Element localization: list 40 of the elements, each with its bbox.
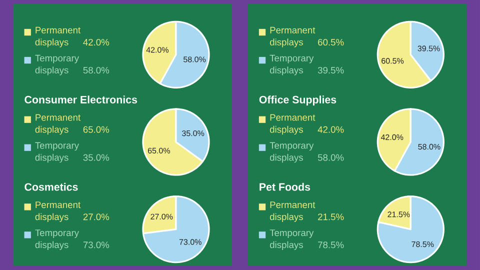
- data-label: 35.0%: [182, 130, 204, 136]
- data-label: 27.0%: [150, 214, 173, 220]
- text: 73.0%: [83, 242, 110, 248]
- data-label: 65.0%: [148, 148, 170, 154]
- text: 65.0%: [83, 126, 110, 133]
- data-label: 42.0%: [380, 134, 404, 140]
- text: 58.0%: [83, 66, 110, 74]
- text: 21.5%: [318, 214, 344, 220]
- data-label: 73.0%: [179, 239, 202, 245]
- legend-label: Temporary displays: [270, 54, 314, 76]
- legend-label: Temporary displays: [35, 230, 79, 250]
- legend-label: Permanent displays: [270, 114, 316, 135]
- data-label: 42.0%: [146, 47, 169, 53]
- data-label: 39.5%: [418, 46, 440, 52]
- legend-label: Temporary displays: [35, 142, 79, 163]
- data-label: 60.5%: [382, 58, 404, 64]
- chart-title: Consumer Electronics: [24, 96, 138, 104]
- legend-label: Temporary displays: [270, 142, 314, 163]
- data-label: 58.0%: [418, 144, 440, 150]
- data-label: 78.5%: [412, 241, 434, 248]
- data-label: 58.0%: [184, 56, 206, 62]
- legend-label: Temporary displays: [270, 230, 314, 250]
- legend-label: Permanent displays: [35, 114, 81, 135]
- legend-label: Permanent displays: [270, 202, 316, 222]
- text: 78.5%: [318, 242, 344, 248]
- legend-label: Temporary displays: [35, 54, 79, 76]
- chart-title: Office Supplies: [259, 96, 336, 106]
- text: 27.0%: [83, 214, 110, 220]
- text: 60.5%: [318, 38, 344, 46]
- text: 35.0%: [83, 154, 110, 161]
- legend-label: Permanent displays: [270, 26, 316, 48]
- text: 42.0%: [83, 38, 110, 46]
- text: 42.0%: [318, 126, 344, 133]
- text: 39.5%: [318, 66, 344, 74]
- legend-label: Permanent displays: [35, 202, 81, 222]
- chart-title: Cosmetics: [24, 182, 78, 191]
- data-label: 21.5%: [388, 212, 410, 218]
- legend-label: Permanent displays: [35, 26, 81, 48]
- chart-title: Pet Foods: [260, 182, 310, 191]
- text: 58.0%: [318, 154, 344, 161]
